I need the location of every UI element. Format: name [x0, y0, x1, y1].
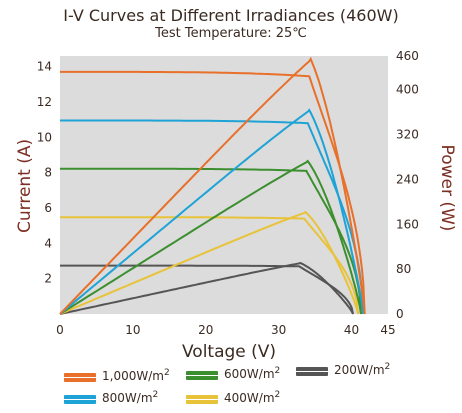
legend-label: 1,000W/m2 — [102, 368, 170, 383]
iv-curve-600w-m2 — [60, 167, 362, 315]
legend-label-superscript: 2 — [274, 366, 281, 376]
iv-curve-1-000w-m2 — [60, 70, 366, 315]
legend-label: 800W/m2 — [102, 390, 158, 405]
chart-subtitle: Test Temperature: 25℃ — [155, 26, 307, 41]
y2-tick-label: 0 — [396, 307, 404, 321]
legend-swatch — [64, 395, 96, 404]
legend-label: 200W/m2 — [334, 362, 390, 377]
iv-curve-800w-m2 — [60, 119, 365, 315]
y-tick-label: 12 — [37, 95, 52, 109]
y-tick-label: 10 — [37, 130, 52, 144]
x-tick-label: 10 — [125, 323, 140, 337]
legend-swatch — [186, 395, 218, 404]
legend-label-superscript: 2 — [152, 390, 159, 400]
legend-label-superscript: 2 — [274, 390, 281, 400]
y-tick-label: 6 — [44, 201, 52, 215]
y-tick-label: 4 — [44, 236, 52, 250]
iv-curve-400w-m2 — [60, 216, 360, 315]
legend-swatch — [296, 367, 328, 376]
chart-title: I-V Curves at Different Irradiances (460… — [63, 6, 399, 25]
legend-label-text: 1,000W/m — [102, 369, 164, 383]
y-tick-label: 2 — [44, 272, 52, 286]
y2-tick-label: 460 — [396, 49, 419, 63]
x-tick-label: 30 — [271, 323, 286, 337]
x-tick-label: 20 — [198, 323, 213, 337]
legend-swatch — [64, 373, 96, 382]
y-tick-label: 14 — [37, 60, 52, 74]
legend-label-text: 200W/m — [334, 363, 385, 377]
y2-tick-label: 240 — [396, 172, 419, 186]
plot-area — [60, 56, 388, 314]
legend-label-text: 600W/m — [224, 367, 275, 381]
y-tick-label: 8 — [44, 166, 52, 180]
x-tick-label: 0 — [56, 323, 64, 337]
legend-label-text: 400W/m — [224, 391, 275, 405]
legend-label: 600W/m2 — [224, 366, 280, 381]
x-tick-label: 40 — [344, 323, 359, 337]
y2-tick-label: 80 — [396, 262, 411, 276]
y2-tick-label: 320 — [396, 128, 419, 142]
y2-tick-label: 160 — [396, 217, 419, 231]
legend-swatch — [186, 371, 218, 380]
legend-label-superscript: 2 — [163, 368, 170, 378]
legend-label: 400W/m2 — [224, 390, 280, 405]
legend-label-text: 800W/m — [102, 391, 153, 405]
y2-tick-label: 400 — [396, 83, 419, 97]
y-axis-label: Current (A) — [15, 138, 35, 233]
iv-curve-200w-m2 — [60, 264, 354, 315]
legend-label-superscript: 2 — [384, 362, 391, 372]
y2-axis-label: Power (W) — [437, 144, 457, 232]
x-tick-label: 45 — [380, 323, 395, 337]
x-axis-label: Voltage (V) — [182, 342, 277, 362]
